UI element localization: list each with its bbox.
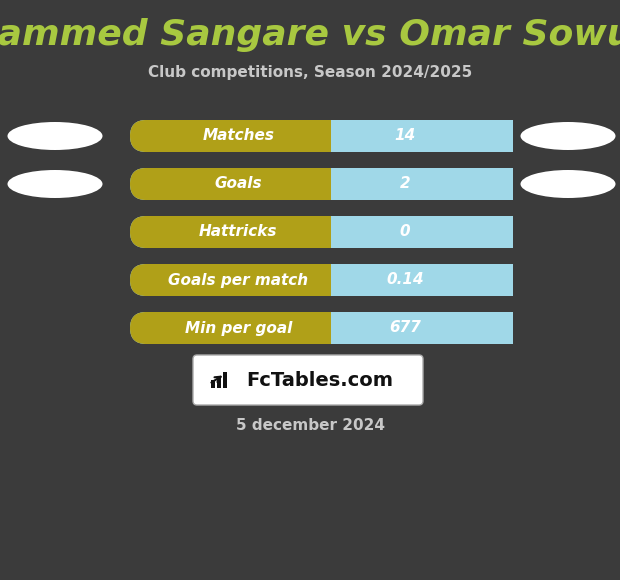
FancyBboxPatch shape [463, 120, 495, 152]
Text: FcTables.com: FcTables.com [247, 371, 394, 390]
FancyBboxPatch shape [130, 120, 495, 152]
FancyBboxPatch shape [130, 312, 495, 344]
FancyBboxPatch shape [463, 312, 495, 344]
Ellipse shape [7, 122, 102, 150]
Text: Min per goal: Min per goal [185, 321, 292, 335]
Ellipse shape [521, 122, 616, 150]
Text: 2: 2 [399, 176, 410, 191]
FancyBboxPatch shape [130, 216, 495, 248]
Text: Club competitions, Season 2024/2025: Club competitions, Season 2024/2025 [148, 64, 472, 79]
Text: 0: 0 [399, 224, 410, 240]
Text: 0.14: 0.14 [386, 273, 423, 288]
FancyBboxPatch shape [130, 264, 495, 296]
FancyBboxPatch shape [130, 168, 495, 200]
Bar [330, 120, 513, 152]
FancyBboxPatch shape [463, 168, 495, 200]
Text: Goals: Goals [215, 176, 262, 191]
FancyBboxPatch shape [463, 264, 495, 296]
Bar [211, 380, 215, 388]
Text: Matches: Matches [202, 129, 275, 143]
FancyBboxPatch shape [130, 168, 495, 200]
FancyBboxPatch shape [130, 264, 495, 296]
Text: Mohammed Sangare vs Omar Sowunmi: Mohammed Sangare vs Omar Sowunmi [0, 18, 620, 52]
Bar [330, 216, 513, 248]
Ellipse shape [7, 170, 102, 198]
Text: 677: 677 [389, 321, 421, 335]
Bar [223, 372, 227, 388]
Text: 5 december 2024: 5 december 2024 [236, 418, 384, 433]
FancyBboxPatch shape [463, 216, 495, 248]
Bar [330, 312, 513, 344]
Text: Goals per match: Goals per match [168, 273, 308, 288]
Bar [330, 264, 513, 296]
FancyBboxPatch shape [130, 216, 495, 248]
Text: 14: 14 [394, 129, 415, 143]
FancyBboxPatch shape [130, 120, 495, 152]
Bar [330, 168, 513, 200]
Ellipse shape [521, 170, 616, 198]
Text: Hattricks: Hattricks [199, 224, 278, 240]
FancyBboxPatch shape [130, 312, 495, 344]
Bar [217, 376, 221, 388]
FancyBboxPatch shape [193, 355, 423, 405]
